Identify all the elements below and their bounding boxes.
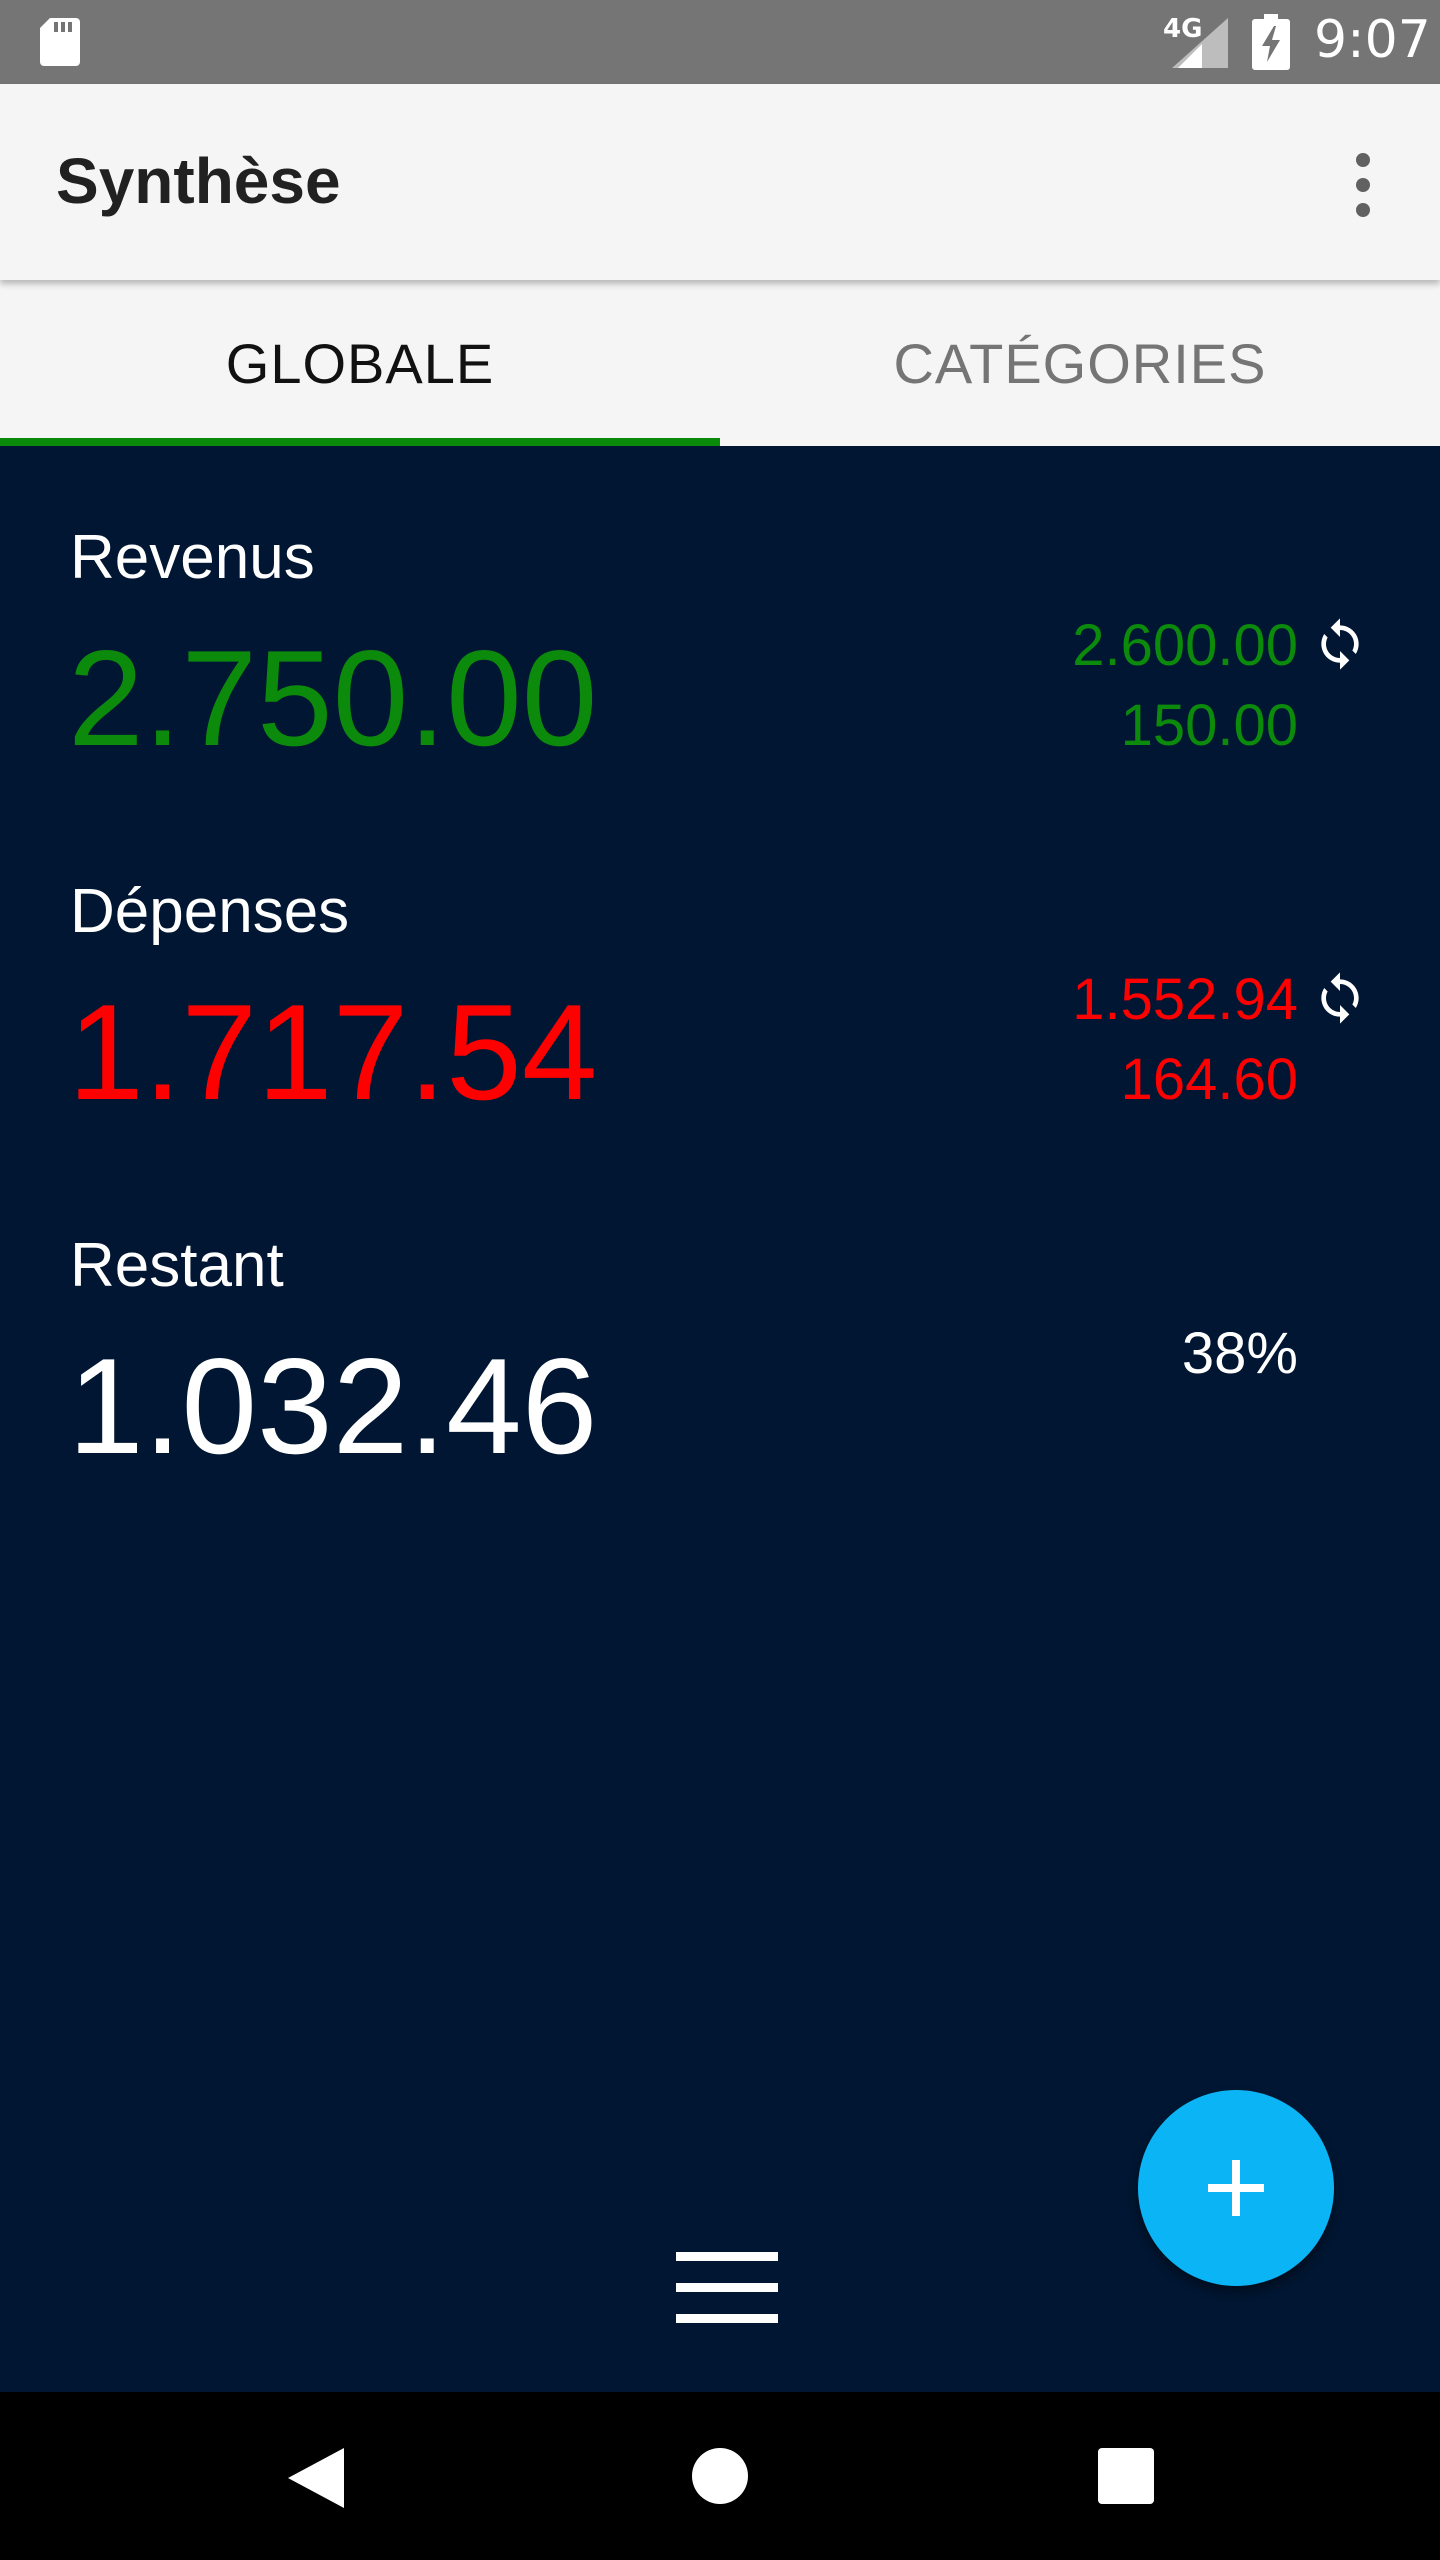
depenses-recurring-amount: 1.552.94 <box>1072 967 1298 1032</box>
revenus-label: Revenus <box>70 523 315 592</box>
restant-percent: 38% <box>1181 1321 1298 1386</box>
tab-categories[interactable]: CATÉGORIES <box>893 331 1267 395</box>
home-icon[interactable] <box>690 2446 750 2506</box>
more-vert-icon[interactable] <box>1346 150 1380 220</box>
tab-indicator <box>0 438 720 446</box>
revenus-other-amount: 150.00 <box>1120 693 1298 758</box>
plus-icon <box>1208 2160 1264 2216</box>
revenus-total: 2.750.00 <box>68 622 598 774</box>
status-bar: 4G 9:07 <box>0 0 1440 84</box>
restant-total: 1.032.46 <box>68 1330 598 1482</box>
tab-globale[interactable]: GLOBALE <box>225 331 495 395</box>
restant-label: Restant <box>70 1231 284 1300</box>
hamburger-menu-icon[interactable] <box>676 2252 778 2324</box>
depenses-total: 1.717.54 <box>68 976 598 1128</box>
add-button[interactable] <box>1138 2090 1334 2286</box>
depenses-label: Dépenses <box>70 877 350 946</box>
summary-panel <box>0 446 1440 2392</box>
recents-icon[interactable] <box>1098 2448 1154 2504</box>
recurring-icon <box>1321 618 1359 670</box>
signal-icon <box>1172 18 1228 68</box>
depenses-other-amount: 164.60 <box>1120 1047 1298 1112</box>
status-clock: 9:07 <box>1314 10 1431 70</box>
tab-bar: GLOBALE CATÉGORIES <box>0 280 1440 446</box>
page-title: Synthèse <box>56 145 341 217</box>
sd-card-icon <box>40 18 80 66</box>
app-bar: Synthèse <box>0 84 1440 280</box>
back-icon[interactable] <box>286 2446 346 2510</box>
battery-charging-icon <box>1252 14 1290 70</box>
recurring-icon <box>1321 972 1359 1024</box>
network-type-label: 4G <box>1163 14 1203 44</box>
revenus-recurring-amount: 2.600.00 <box>1072 613 1298 678</box>
